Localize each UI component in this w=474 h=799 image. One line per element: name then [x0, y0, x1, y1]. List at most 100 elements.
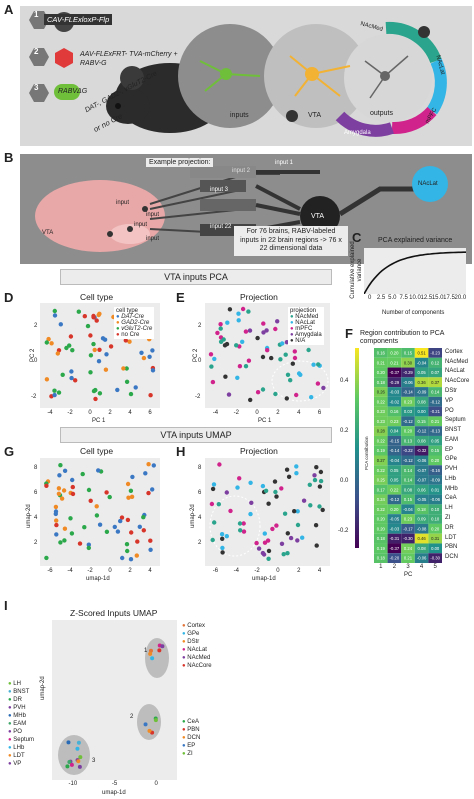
panel-h-point [219, 532, 225, 537]
panel-g-point [86, 487, 92, 493]
heatmap-cell-label: 0.36 [418, 380, 427, 385]
panel-e-point [316, 362, 321, 367]
heatmap-cell [401, 533, 415, 544]
panel-e-point [288, 378, 293, 383]
panel-e-point [235, 375, 240, 380]
panel-e-xtick-2: 0 [255, 410, 259, 416]
panel-h-xlabel: umap-1d [252, 576, 276, 582]
naclat-node-icon [412, 166, 448, 202]
panel-g-letter: G [4, 444, 15, 459]
panel-e-point [223, 374, 228, 379]
panel-g-point [56, 486, 62, 491]
heatmap-cell-label: 0.05 [390, 478, 399, 483]
i-left-legend-lhb: ● LHb [8, 745, 25, 751]
panel-i-title: Z-Scored Inputs UMAP [70, 608, 158, 618]
panel-a-letter: A [4, 2, 14, 17]
panel-b-summary: For 76 brains, RABV-labeled inputs in 22… [234, 226, 348, 256]
heatmap-cell [428, 396, 442, 407]
panel-g-point [146, 462, 151, 467]
panel-e-point [212, 356, 217, 362]
heatmap-cell [387, 494, 402, 505]
cluster-1-blob [145, 638, 169, 678]
panel-g-point [141, 528, 146, 533]
panel-e-point [311, 362, 316, 367]
panel-i-xtick-2: 0 [154, 781, 158, 787]
region-label-gpe: GPe [445, 456, 458, 463]
panel-g-point [148, 538, 153, 543]
panel-c-xlabel: Number of components [382, 310, 445, 316]
panel-i-point [77, 764, 82, 769]
heatmap-cell-label: 0.23 [404, 399, 413, 404]
heatmap-cell-label: 0.14 [404, 478, 413, 483]
panel-d-xtick-2: 0 [88, 410, 92, 416]
panel-g-point [134, 553, 139, 558]
brain-input-label-4: input [146, 236, 160, 242]
panel-g-point [137, 524, 142, 529]
panel-g-point [68, 516, 73, 521]
heatmap-cell [428, 455, 442, 466]
panel-d-title: Cell type [80, 292, 114, 302]
panel-h-point [237, 476, 242, 481]
panel-c-xtick-8: 20.0 [454, 295, 467, 301]
panel-g-point [146, 490, 151, 496]
heatmap-cell-label: 0.27 [377, 458, 386, 463]
heatmap-cell-label: -0.22 [403, 448, 413, 453]
panel-e-point [243, 364, 249, 369]
heatmap-cell [401, 348, 415, 358]
heatmap-cell-label: 0.22 [377, 399, 386, 404]
panel-i-point [160, 644, 165, 649]
panel-d-point [76, 309, 81, 314]
panel-h-point [256, 546, 262, 551]
heatmap-cell-label: 0.20 [404, 429, 413, 434]
cbar-tick-2: 0.0 [340, 478, 349, 484]
panel-d-point [69, 369, 74, 374]
region-label-dr: DR [445, 524, 454, 531]
heatmap-cell-label: 0.51 [418, 350, 427, 355]
heatmap-cell-label: 0.24 [404, 546, 413, 551]
panel-g-point [115, 529, 121, 534]
heatmap-cell [414, 348, 429, 358]
panel-d-point [91, 388, 97, 394]
panel-h-point [249, 500, 254, 505]
panel-h-cluster-outline [209, 495, 261, 557]
region-label-cea: CeA [445, 495, 457, 502]
heatmap-cell-label: 0.22 [377, 468, 386, 473]
heatmap-cell [374, 406, 388, 417]
panel-h-xtick-2: -2 [254, 568, 260, 574]
panel-d-point [96, 359, 102, 364]
heatmap-cell [387, 435, 402, 446]
step2-badge [29, 48, 49, 66]
heatmap-cell-label: 0.21 [404, 556, 413, 561]
region-label-lhb: LHb [445, 475, 457, 482]
panel-g-point [57, 473, 62, 478]
panel-i-xtick-0: -10 [68, 781, 78, 787]
heatmap-cell-label: 0.21 [377, 360, 386, 365]
i-right-legend-nacmed: ● NAcMed [182, 655, 211, 661]
heatmap-cell [387, 348, 402, 358]
panel-h-point [294, 471, 299, 476]
panel-g-point [150, 487, 155, 492]
panel-h-point [263, 488, 269, 493]
panel-h-point [312, 473, 317, 478]
panel-i-point [75, 746, 80, 751]
panel-h-ylabel: umap-2d [190, 504, 196, 528]
region-label-zi: ZI [445, 515, 451, 522]
region-label-dstr: DStr [445, 387, 457, 394]
panel-e-xtick-0: -4 [212, 410, 219, 416]
nacmed-arc [385, 21, 442, 64]
region-label-mhb: MHb [445, 485, 458, 492]
panel-i-point [148, 648, 153, 653]
heatmap-cell-label: -0.05 [390, 517, 400, 522]
heatmap-cell [401, 426, 415, 436]
region-label-ldt: LDT [445, 534, 457, 541]
heatmap-cell [374, 553, 388, 563]
heatmap-cell [428, 377, 442, 388]
panel-e-point [236, 318, 241, 323]
panel-g-ylabel: umap-2d [26, 504, 32, 528]
panel-g-point [128, 488, 134, 493]
panel-e-point [321, 385, 326, 391]
heatmap-cell-label: -0.20 [390, 556, 400, 561]
heatmap-cell [387, 377, 402, 388]
panel-g-point [104, 490, 109, 495]
heatmap-cell [401, 494, 415, 505]
